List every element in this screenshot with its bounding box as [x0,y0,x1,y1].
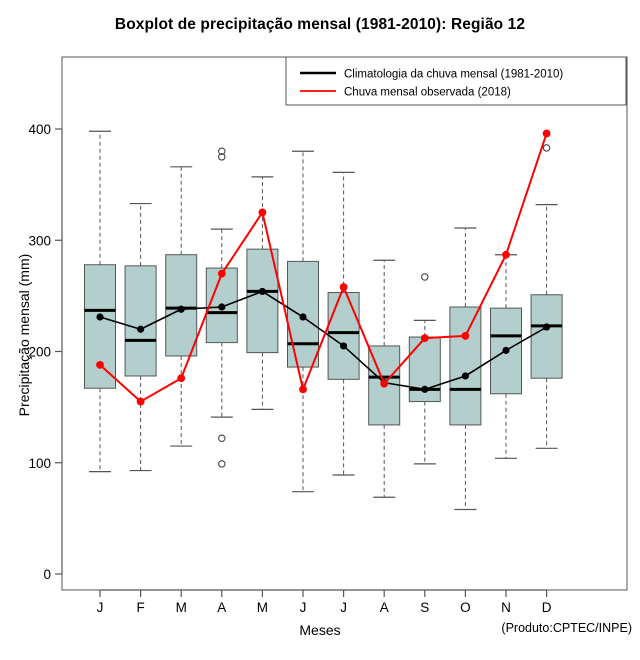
series-point-climatology [218,303,226,311]
x-axis-tick-label: M [176,600,187,615]
series-point-observed [217,269,226,278]
series-point-climatology [96,313,104,321]
legend-label-observed: Chuva mensal observada (2018) [344,87,511,99]
x-axis-tick-label: D [542,600,552,615]
series-point-climatology [461,372,469,380]
series-point-observed [542,129,551,138]
series-point-observed [420,334,429,343]
series-point-climatology [543,323,551,331]
series-point-observed [380,379,389,388]
series-point-climatology [177,305,185,313]
y-axis-tick-label: 0 [43,567,51,582]
series-point-observed [461,332,470,340]
series-line-climatology [99,290,547,391]
x-axis-tick-label: A [217,600,226,615]
series-point-climatology [258,287,266,296]
x-axis-tick-label: J [97,600,104,615]
x-axis-tick-label: O [460,600,471,615]
page-title: Boxplot de precipitação mensal (1981-201… [114,16,526,33]
box [490,307,522,395]
x-axis-tick-label: A [380,600,389,615]
series-point-observed [177,374,186,383]
box [530,294,563,379]
legend-label-climatology: Climatologia da chuva mensal (1981-2010) [344,69,563,81]
x-axis-tick-label: J [300,600,307,615]
x-axis-tick-label: J [340,600,347,615]
box [84,264,116,389]
box [449,306,482,426]
outlier-point [542,144,551,152]
series-point-climatology [502,346,510,354]
outlier-point [218,147,226,156]
legend-box [285,56,627,106]
box [327,292,360,380]
series-point-observed [299,385,307,394]
y-axis-tick-label: 100 [28,456,51,471]
series-point-climatology [340,342,348,350]
outlier-point [218,434,226,443]
series-point-climatology [421,385,429,393]
outlier-point [218,460,226,468]
series-point-observed [502,250,510,259]
y-axis-tick-label: 200 [28,345,51,360]
series-point-climatology [137,325,145,333]
series-point-climatology [299,313,307,321]
series-point-observed [96,360,104,369]
box [246,248,279,354]
box [165,254,198,357]
series-line-observed [99,133,548,403]
y-axis-title: Precipitação mensal (mm) [16,253,32,417]
series-point-observed [258,208,267,217]
box [124,265,157,377]
credit-note: (Produto:CPTEC/INPE) [501,621,632,635]
outlier-point [421,273,429,281]
x-axis-tick-label: M [257,600,268,615]
y-axis-tick-label: 400 [28,122,51,137]
series-point-observed [339,283,348,291]
x-axis-tick-label: F [136,600,144,615]
y-axis-tick-label: 300 [28,233,51,248]
outlier-point [218,153,226,161]
series-point-observed [136,397,145,406]
x-axis-tick-label: S [420,600,429,615]
x-axis-title: Meses [299,622,341,638]
x-axis-tick-label: N [501,600,511,615]
